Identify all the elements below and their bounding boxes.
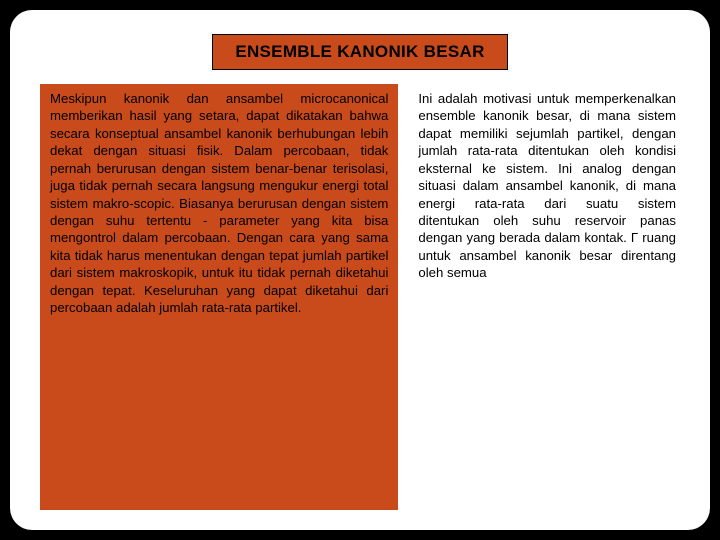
slide-frame: ENSEMBLE KANONIK BESAR Meskipun kanonik … — [10, 10, 710, 530]
title-banner: ENSEMBLE KANONIK BESAR — [212, 34, 507, 70]
content-columns: Meskipun kanonik dan ansambel microcanon… — [40, 84, 680, 510]
right-column: Ini adalah motivasi untuk memperkenalkan… — [418, 84, 680, 510]
left-paragraph: Meskipun kanonik dan ansambel microcanon… — [50, 90, 388, 316]
right-paragraph: Ini adalah motivasi untuk memperkenalkan… — [418, 90, 676, 282]
slide-title: ENSEMBLE KANONIK BESAR — [235, 42, 484, 61]
left-column: Meskipun kanonik dan ansambel microcanon… — [40, 84, 398, 510]
